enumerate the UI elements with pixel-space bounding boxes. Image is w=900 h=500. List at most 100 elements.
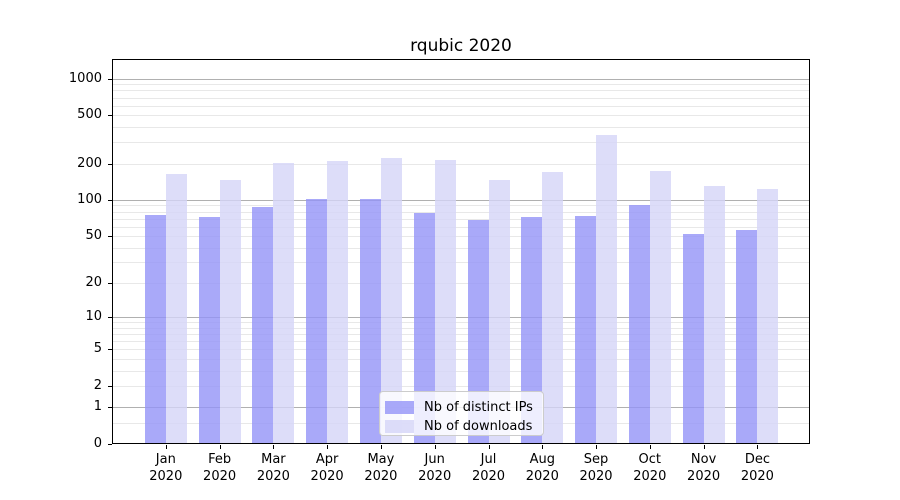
bar-distinct-ips-may (359, 199, 381, 444)
gridline-major-100 (112, 199, 810, 201)
y-tick-label-2: 2 (93, 377, 102, 393)
gridline-minor-700 (112, 97, 810, 99)
gridline-minor-6 (112, 341, 810, 343)
x-tick-jan (165, 445, 167, 449)
bar-downloads-aug (542, 171, 564, 444)
gridline-minor-200 (112, 163, 810, 165)
legend-entry-downloads: Nb of downloads (385, 418, 543, 434)
x-tick-apr (327, 445, 329, 449)
x-tick-month-mar: Mar (261, 452, 286, 467)
x-tick-feb (219, 445, 221, 449)
x-tick-aug (542, 445, 544, 449)
legend-entry-distinct-ips: Nb of distinct IPs (385, 399, 543, 415)
bar-distinct-ips-feb (198, 217, 220, 444)
x-tick-month-jul: Jul (480, 452, 497, 467)
x-tick-month-aug: Aug (529, 452, 555, 467)
gridline-minor-90 (112, 205, 810, 207)
gridline-minor-500 (112, 115, 810, 117)
x-tick-oct (649, 445, 651, 449)
x-tick-month-jun: Jun (424, 452, 445, 467)
gridline-major-10 (112, 317, 810, 319)
y-tick-label-50: 50 (85, 228, 102, 244)
gridline-minor-3 (112, 370, 810, 372)
gridline-minor-4 (112, 358, 810, 360)
y-tick-label-100: 100 (77, 191, 102, 207)
legend-label-downloads: Nb of downloads (424, 418, 533, 434)
x-tick-month-apr: Apr (315, 452, 339, 467)
y-tick-label-10: 10 (85, 309, 102, 325)
gridline-minor-300 (112, 142, 810, 144)
bar-distinct-ips-jun (413, 212, 435, 444)
x-tick-month-feb: Feb (208, 452, 232, 467)
bar-distinct-ips-sep (575, 215, 596, 444)
x-tick-may (380, 445, 382, 449)
gridline-minor-900 (112, 84, 810, 86)
legend-swatch-distinct-ips (385, 401, 414, 414)
x-tick-label-apr: Apr 2020 (299, 451, 355, 485)
legend: Nb of distinct IPs Nb of downloads (379, 391, 544, 436)
bar-distinct-ips-dec (736, 230, 758, 444)
x-tick-month-may: May (367, 452, 395, 467)
gridline-minor-70 (112, 218, 810, 220)
legend-swatch-downloads (385, 420, 414, 433)
x-tick-label-sep: Sep 2020 (568, 451, 624, 485)
bar-distinct-ips-jan (144, 215, 166, 444)
bar-downloads-sep (596, 134, 617, 444)
bar-downloads-may (380, 158, 402, 444)
gridline-minor-400 (112, 127, 810, 128)
gridline-minor-80 (112, 211, 810, 213)
y-tick-label-1000: 1000 (68, 70, 102, 86)
bar-downloads-jan (165, 173, 187, 444)
x-tick-jul (488, 445, 490, 449)
x-tick-label-jan: Jan 2020 (138, 451, 194, 485)
gridline-minor-30 (112, 262, 810, 264)
x-tick-label-dec: Dec 2020 (729, 451, 785, 485)
x-tick-label-jun: Jun 2020 (407, 451, 463, 485)
x-tick-month-nov: Nov (690, 452, 717, 467)
bar-downloads-jun (434, 159, 456, 444)
x-tick-year-may: 2020 (364, 469, 398, 484)
x-tick-sep (596, 445, 597, 449)
bar-downloads-mar (273, 162, 295, 444)
x-tick-year-sep: 2020 (579, 469, 613, 484)
x-tick-label-aug: Aug 2020 (514, 451, 570, 485)
x-tick-year-dec: 2020 (740, 469, 774, 484)
bar-distinct-ips-mar (252, 206, 274, 444)
y-tick-label-1: 1 (93, 399, 102, 415)
x-tick-year-jun: 2020 (418, 469, 452, 484)
x-tick-year-aug: 2020 (525, 469, 559, 484)
gridline-minor-5 (112, 349, 810, 351)
legend-label-distinct-ips: Nb of distinct IPs (424, 399, 533, 415)
x-tick-year-jul: 2020 (471, 469, 506, 484)
x-tick-label-nov: Nov 2020 (676, 451, 732, 485)
bar-distinct-ips-oct (628, 204, 650, 444)
x-tick-year-jan: 2020 (149, 469, 183, 484)
gridline-minor-50 (112, 236, 810, 238)
x-tick-year-nov: 2020 (687, 469, 721, 484)
x-tick-mar (273, 445, 275, 449)
gridline-minor-60 (112, 226, 810, 228)
x-tick-month-sep: Sep (583, 452, 609, 467)
x-tick-year-oct: 2020 (633, 469, 667, 484)
gridline-minor-8 (112, 327, 810, 329)
y-tick-label-20: 20 (85, 275, 102, 290)
y-tick-0 (108, 444, 112, 445)
x-tick-month-oct: Oct (638, 452, 662, 467)
gridline-minor-40 (112, 247, 810, 249)
y-tick-label-500: 500 (77, 107, 102, 123)
x-tick-dec (757, 445, 759, 449)
x-tick-label-jul: Jul 2020 (461, 451, 517, 485)
chart-title: rqubic 2020 (410, 36, 512, 56)
gridline-minor-20 (112, 283, 810, 284)
x-tick-label-may: May 2020 (353, 451, 409, 485)
x-tick-year-feb: 2020 (203, 469, 237, 484)
x-tick-month-dec: Dec (744, 452, 770, 467)
x-tick-nov (703, 445, 705, 449)
x-tick-label-oct: Oct 2020 (622, 451, 678, 485)
x-tick-label-mar: Mar 2020 (245, 451, 301, 485)
bar-downloads-oct (649, 171, 671, 444)
gridline-minor-2 (112, 385, 810, 387)
y-tick-label-0: 0 (93, 436, 102, 451)
gridline-minor-800 (112, 90, 810, 92)
